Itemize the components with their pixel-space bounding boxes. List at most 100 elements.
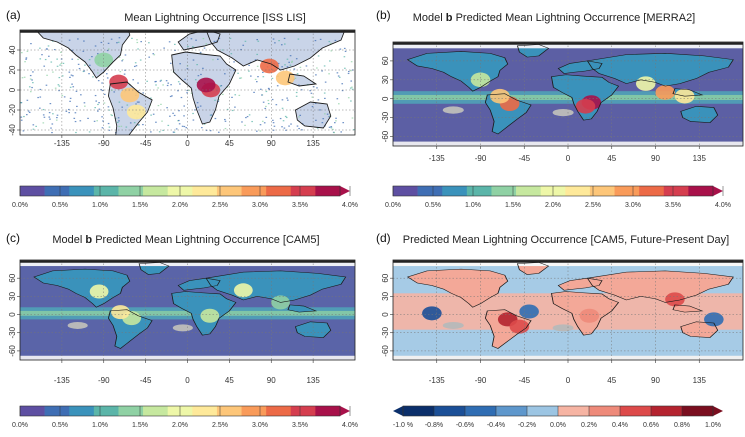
speckle <box>32 71 34 73</box>
speckle <box>118 120 120 122</box>
lat-tick-label: -30 <box>381 111 390 123</box>
speckle <box>135 65 138 67</box>
speckle <box>148 56 151 58</box>
speckle <box>135 103 137 105</box>
speckle <box>105 73 108 75</box>
speckle <box>321 122 324 124</box>
colorbar-swatch <box>527 406 559 416</box>
speckle <box>338 103 340 105</box>
speckle <box>118 56 121 58</box>
speckle <box>248 64 250 67</box>
speckle <box>29 78 32 80</box>
polar-south <box>393 355 743 360</box>
lat-tick-label: 20 <box>8 65 17 74</box>
speckle <box>271 98 274 101</box>
speckle <box>231 96 233 98</box>
speckle <box>108 129 111 131</box>
speckle <box>45 84 48 86</box>
speckle <box>118 101 121 103</box>
speckle <box>200 73 202 76</box>
speckle <box>133 122 136 124</box>
colorbar-swatch <box>192 186 218 196</box>
speckle <box>298 84 300 86</box>
speckle <box>97 103 99 106</box>
speckle <box>295 95 298 97</box>
lon-tick-label: 0 <box>185 139 190 148</box>
speckle <box>343 56 346 58</box>
colorbar-arrow-min <box>393 406 403 416</box>
panel-c: (c) Model b Predicted Mean Lightning Occ… <box>0 218 372 437</box>
speckle <box>342 122 345 124</box>
speckle <box>197 75 200 77</box>
speckle <box>103 93 106 96</box>
speckle <box>233 69 235 71</box>
colorbar-swatch <box>651 406 683 416</box>
speckle <box>84 105 86 107</box>
colorbar-tick-label: 3.5% <box>292 422 308 429</box>
speckle <box>323 65 326 67</box>
speckle <box>197 106 199 108</box>
speckle <box>322 118 325 120</box>
colorbar-swatch <box>143 186 168 196</box>
colorbar-tick-label: 0.5% <box>52 422 68 429</box>
speckle <box>265 90 268 93</box>
speckle <box>26 114 28 116</box>
colorbar-tick-label: 3.0% <box>252 202 268 209</box>
lon-tick-label: -90 <box>98 139 110 148</box>
speckle <box>45 48 48 50</box>
speckle <box>199 105 202 107</box>
speckle <box>121 60 123 62</box>
panel-title: Mean Lightning Occurrence [ISS LIS] <box>60 12 370 24</box>
speckle <box>133 65 136 68</box>
speckle <box>282 120 285 122</box>
speckle <box>53 48 56 51</box>
colorbar-tick-label: 3.5% <box>665 202 681 209</box>
speckle <box>217 131 220 133</box>
speckle <box>68 108 70 111</box>
speckle <box>339 48 342 50</box>
speckle <box>71 58 74 60</box>
speckle <box>333 131 335 134</box>
colorbar-swatch <box>93 406 119 416</box>
colorbar-tick-label: 0.2% <box>581 422 597 429</box>
masked-region <box>172 324 193 332</box>
speckle <box>140 41 142 43</box>
speckle <box>167 124 170 127</box>
colorbar-tick-label: 1.5% <box>132 202 148 209</box>
colorbar-swatch <box>639 186 665 196</box>
speckle <box>229 37 232 40</box>
speckle <box>155 84 157 86</box>
colorbar-swatch <box>290 186 316 196</box>
speckle <box>267 102 270 105</box>
speckle <box>323 92 326 94</box>
speckle <box>116 42 118 44</box>
speckle <box>88 73 90 75</box>
hotspot <box>490 88 510 104</box>
speckle <box>231 109 234 112</box>
speckle <box>51 123 54 125</box>
speckle <box>281 66 283 68</box>
colorbars-layer: 0.0% 0.5% 1.0% 1.5% 2.0% 2.5% 3.0% 3.5% 4.0% 0.0%… <box>12 185 731 429</box>
speckle <box>52 113 54 115</box>
speckle <box>54 87 57 89</box>
colorbar-d: -1.0 % -0.8% -0.6% -0.4% -0.2% 0.0% 0.2% 0.4% 0.… <box>393 405 723 429</box>
speckle <box>192 112 194 115</box>
speckle <box>192 46 194 48</box>
colorbar-tick-label: 0.0% <box>12 202 28 209</box>
speckle <box>101 116 103 118</box>
colorbar-swatch <box>241 186 267 196</box>
speckle <box>312 86 315 88</box>
speckle <box>137 90 139 92</box>
speckle <box>88 59 91 61</box>
speckle <box>101 127 104 129</box>
hotspot <box>94 52 114 68</box>
lat-tick-label: -20 <box>8 104 17 116</box>
speckle <box>124 54 127 56</box>
speckle <box>76 105 78 108</box>
speckle <box>20 52 23 54</box>
colorbar-swatch <box>216 406 242 416</box>
speckle <box>74 112 77 114</box>
speckle <box>107 122 110 125</box>
title-text: Predicted Mean Lightning Occurrence [CAM… <box>402 234 730 246</box>
speckle <box>194 109 196 111</box>
